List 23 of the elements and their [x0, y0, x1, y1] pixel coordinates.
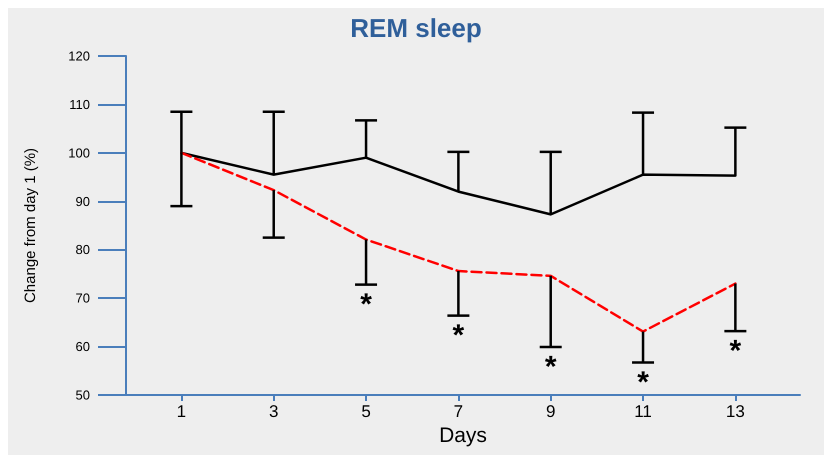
y-tick-label: 110 [69, 96, 90, 112]
annotation: * [452, 319, 465, 352]
y-tick-label: 90 [76, 194, 90, 209]
x-tick-label: 13 [726, 402, 745, 421]
y-tick-label: 70 [76, 290, 90, 306]
x-tick-label: 1 [176, 402, 186, 421]
annotation: * [730, 334, 742, 368]
x-tick-label: 3 [268, 402, 278, 421]
y-axis-title: Change from day 1 (%) [22, 148, 39, 304]
x-tick-label: 7 [454, 402, 464, 421]
y-tick-label: 50 [76, 388, 90, 402]
x-axis-title: Days [439, 424, 487, 447]
y-tick-label: 100 [68, 145, 90, 160]
annotation: * [544, 350, 557, 384]
y-tick-label: 80 [76, 242, 90, 258]
x-tick-label: 11 [634, 402, 652, 421]
x-tick-label: 9 [546, 402, 556, 421]
annotation: * [360, 288, 372, 322]
y-tick-label: 120 [68, 48, 90, 64]
annotation: * [637, 366, 650, 400]
chart-title: REM sleep [350, 13, 482, 43]
y-tick-label: 60 [76, 339, 90, 354]
x-tick-label: 5 [361, 402, 371, 421]
